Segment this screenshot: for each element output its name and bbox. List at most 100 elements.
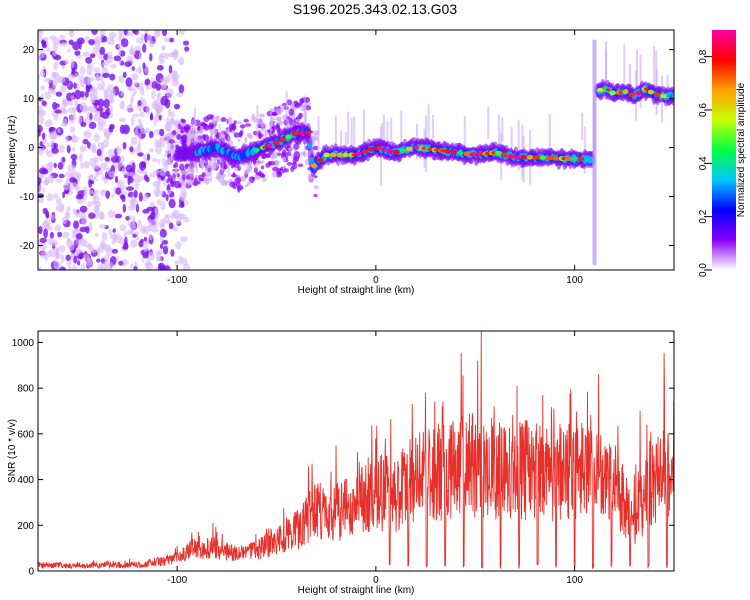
noise-speckle (132, 113, 140, 118)
noise-speckle (153, 187, 161, 197)
spectral-streak (285, 91, 288, 144)
noise-speckle (156, 106, 164, 113)
spectral-streak (432, 115, 435, 139)
ridge-core (577, 156, 585, 162)
ridge-peak (294, 132, 299, 136)
noise-speckle (257, 133, 264, 138)
noise-speckle (137, 219, 142, 229)
noise-speckle (148, 148, 154, 153)
noise-speckle (112, 228, 116, 233)
ridge-peak (605, 88, 611, 92)
noise-speckle (103, 178, 108, 184)
noise-speckle (79, 205, 88, 213)
noise-speckle (176, 134, 182, 140)
noise-speckle (275, 108, 283, 115)
noise-speckle (40, 48, 45, 58)
ridge-core (456, 150, 464, 156)
noise-speckle (125, 164, 133, 173)
noise-speckle (43, 218, 51, 228)
noise-speckle (101, 81, 105, 91)
ridge-core (571, 156, 578, 162)
noise-speckle (90, 143, 97, 153)
noise-speckle (254, 165, 258, 168)
noise-speckle (53, 162, 57, 168)
noise-speckle (267, 161, 272, 166)
noise-speckle (159, 137, 166, 148)
spectral-streak (400, 110, 403, 156)
noise-speckle (119, 224, 127, 232)
colorbar-tick-label: 0.6 (698, 103, 709, 117)
noise-speckle (164, 122, 173, 131)
noise-speckle (159, 243, 164, 250)
ridge-jump (592, 39, 597, 266)
noise-speckle (162, 245, 169, 255)
noise-speckle (96, 258, 101, 263)
spectrogram-image (38, 30, 674, 270)
noise-speckle (168, 198, 176, 209)
snr-ylabel: SNR (10 * v/v) (7, 419, 18, 483)
noise-speckle (67, 48, 71, 53)
noise-speckle (43, 36, 49, 42)
noise-speckle (174, 167, 178, 175)
snr-plot (38, 331, 674, 570)
noise-speckle (80, 161, 84, 170)
noise-speckle (125, 216, 130, 221)
noise-speckle (126, 186, 134, 192)
noise-speckle (98, 210, 105, 220)
noise-speckle (79, 102, 88, 112)
noise-speckle (149, 53, 153, 62)
noise-speckle (68, 241, 75, 252)
noise-speckle (122, 245, 129, 250)
noise-speckle (260, 165, 265, 170)
noise-speckle (93, 133, 100, 143)
noise-speckle (172, 177, 176, 182)
noise-speckle (120, 38, 129, 48)
spectral-streak (463, 115, 466, 154)
colorbar-tick-label: 0.2 (698, 209, 709, 223)
noise-speckle (281, 149, 287, 157)
noise-speckle (259, 172, 265, 179)
spectral-streak (334, 115, 337, 156)
noise-speckle (111, 36, 115, 46)
colorbar-tick-label: 0.8 (698, 49, 709, 63)
noise-speckle (102, 139, 109, 148)
noise-speckle (46, 250, 52, 258)
noise-speckle (54, 224, 61, 232)
noise-speckle (130, 239, 138, 249)
noise-speckle (75, 194, 84, 200)
noise-speckle (96, 264, 104, 270)
noise-speckle (255, 159, 261, 166)
noise-speckle (121, 190, 128, 195)
noise-speckle (92, 164, 101, 170)
noise-speckle (118, 74, 125, 84)
noise-speckle (142, 252, 149, 259)
noise-speckle (46, 142, 51, 148)
noise-speckle (55, 178, 63, 183)
ridge-core (501, 152, 508, 158)
noise-speckle (73, 82, 77, 89)
noise-speckle (38, 55, 42, 61)
noise-speckle (123, 230, 128, 238)
noise-speckle (130, 116, 135, 127)
noise-speckle (43, 228, 48, 239)
ridge-core (310, 163, 318, 169)
noise-speckle (149, 172, 156, 178)
noise-speckle (136, 142, 142, 150)
noise-speckle (271, 166, 279, 172)
noise-speckle (48, 214, 56, 220)
noise-speckle (38, 74, 41, 80)
noise-speckle (165, 116, 170, 124)
noise-speckle (134, 230, 139, 235)
noise-speckle (110, 234, 118, 240)
noise-speckle (140, 98, 147, 108)
noise-speckle (173, 103, 181, 110)
noise-speckle (123, 30, 128, 36)
y-tick-label: 0 (28, 143, 34, 154)
noise-speckle (94, 211, 99, 219)
noise-speckle (55, 91, 63, 97)
ridge-peak (478, 152, 483, 156)
noise-speckle (239, 124, 246, 129)
noise-speckle (138, 65, 142, 75)
noise-speckle (177, 123, 182, 130)
noise-speckle (148, 130, 154, 139)
